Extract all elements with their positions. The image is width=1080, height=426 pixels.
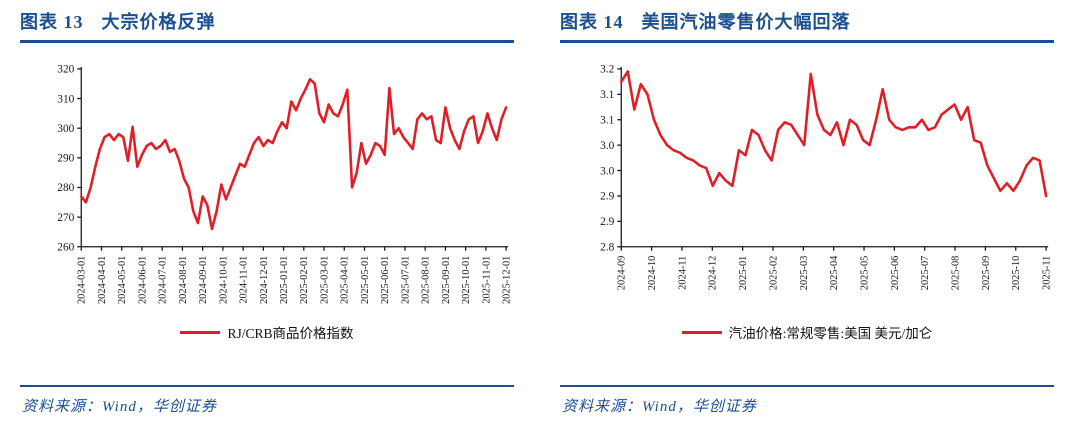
x-tick-label: 2025-10 (1011, 256, 1022, 291)
figure-panel-14: 图表 14 美国汽油零售价大幅回落 2.8 2.9 2.9 3.0 3.0 3.1 3.1 3… (540, 0, 1080, 426)
y-tick-label: 2.8 (600, 242, 615, 254)
x-tick-label: 2025-07 (920, 256, 931, 291)
chart-area: 260 270 280 290 300 310 320 2024-03-01 2024-04-0… (20, 55, 514, 318)
y-tick-label: 270 (57, 212, 74, 224)
x-tick-label: 2024-08-01 (178, 256, 189, 304)
x-tick-label: 2025-11 (1042, 256, 1053, 290)
source-text: 资料来源：Wind，华创证券 (22, 399, 217, 415)
x-tick-label: 2025-08-01 (421, 256, 432, 304)
x-tick-label: 2025-05 (859, 256, 870, 291)
source-divider (20, 385, 514, 387)
x-tick-label: 2025-05-01 (360, 256, 371, 304)
figure-footer: 资料来源：Wind，华创证券 (560, 385, 1054, 426)
x-tick-label: 2024-03-01 (77, 256, 88, 304)
y-tick-labels: 260 270 280 290 300 310 320 (57, 64, 74, 254)
figure-title-text: 美国汽油零售价大幅回落 (641, 12, 851, 32)
series-line (619, 70, 1048, 198)
x-tick-label: 2025-08 (951, 256, 962, 291)
x-tick-label: 2025-04 (829, 255, 840, 290)
y-tick-label: 290 (57, 153, 74, 165)
x-tick-label: 2025-02 (768, 256, 779, 291)
x-tick-label: 2024-12-01 (259, 256, 270, 304)
y-tick-labels: 2.8 2.9 2.9 3.0 3.0 3.1 3.1 3.2 (600, 64, 615, 254)
x-tick-label: 2025-02-01 (299, 256, 310, 304)
figure-number: 图表 14 (560, 12, 624, 32)
y-tick-label: 2.9 (600, 216, 615, 228)
x-tick-label: 2024-09-01 (198, 256, 209, 304)
figure-title: 图表 14 美国汽油零售价大幅回落 (560, 8, 1054, 34)
x-tick-label: 2025-01 (738, 256, 749, 291)
x-tick-label: 2025-07-01 (400, 256, 411, 304)
x-tick-label: 2024-06-01 (137, 256, 148, 304)
source-divider (560, 385, 1054, 387)
x-tick-label: 2025-04-01 (340, 256, 351, 304)
figure-number: 图表 13 (20, 12, 84, 32)
legend: 汽油价格:常规零售:美国 美元/加仑 (560, 322, 1054, 342)
x-tick-label: 2025-06 (890, 256, 901, 291)
x-tick-label: 2024-12 (708, 256, 719, 291)
x-tick-labels: 2024-09 2024-10 2024-11 2024-12 2025-01 2025-… (617, 255, 1053, 290)
title-divider (20, 40, 514, 43)
y-tick-label: 3.2 (600, 64, 615, 76)
x-tick-label: 2025-12-01 (502, 256, 513, 304)
legend-label: RJ/CRB商品价格指数 (227, 326, 354, 341)
y-tick-label: 260 (57, 242, 74, 254)
legend-label: 汽油价格:常规零售:美国 美元/加仑 (728, 326, 933, 341)
y-tick-label: 3.0 (600, 165, 615, 177)
series-line (79, 78, 508, 231)
x-tick-label: 2024-11-01 (239, 256, 250, 304)
chart-area: 2.8 2.9 2.9 3.0 3.0 3.1 3.1 3.2 2024-09 2024-10 20… (560, 55, 1054, 318)
x-tick-label: 2024-05-01 (117, 256, 128, 304)
x-tick-label: 2024-10-01 (218, 256, 229, 304)
x-tick-label: 2025-09-01 (441, 256, 452, 304)
x-tick-labels: 2024-03-01 2024-04-01 2024-05-01 2024-06-01… (77, 256, 513, 304)
title-divider (560, 40, 1054, 43)
x-tick-label: 2024-11 (677, 256, 688, 290)
x-tick-label: 2025-03 (799, 256, 810, 291)
legend-line-marker (681, 330, 722, 334)
x-tick-label: 2025-01-01 (279, 256, 290, 304)
legend-line-marker (180, 330, 221, 334)
y-tick-label: 3.1 (600, 89, 614, 101)
y-tick-label: 320 (57, 64, 74, 76)
x-tick-label: 2025-10-01 (461, 256, 472, 304)
y-tick-label: 310 (57, 93, 74, 105)
x-tick-label: 2025-06-01 (380, 256, 391, 304)
figure-title-text: 大宗价格反弹 (101, 12, 216, 32)
figure-panel-13: 图表 13 大宗价格反弹 260 270 280 290 300 310 320 2024-0… (20, 8, 514, 426)
axes (77, 66, 509, 251)
x-tick-label: 2024-04-01 (97, 256, 108, 304)
x-tick-label: 2024-07-01 (158, 256, 169, 304)
figure-title: 图表 13 大宗价格反弹 (20, 8, 514, 34)
x-tick-label: 2025-09 (981, 256, 992, 291)
x-tick-label: 2024-09 (617, 256, 628, 291)
y-tick-label: 2.9 (600, 191, 615, 203)
figure-footer: 资料来源：Wind，华创证券 (20, 385, 514, 426)
x-tick-label: 2024-10 (647, 256, 658, 291)
axes (617, 66, 1049, 251)
y-tick-label: 280 (57, 182, 74, 194)
x-tick-label: 2025-03-01 (319, 256, 330, 304)
source-text: 资料来源：Wind，华创证券 (562, 399, 757, 415)
legend: RJ/CRB商品价格指数 (20, 322, 514, 342)
x-tick-label: 2025-11-01 (481, 256, 492, 304)
y-tick-label: 3.0 (600, 140, 615, 152)
y-tick-label: 3.1 (600, 114, 614, 126)
y-tick-label: 300 (57, 123, 74, 135)
line-chart-crb: 260 270 280 290 300 310 320 2024-03-01 2024-04-0… (57, 64, 513, 304)
